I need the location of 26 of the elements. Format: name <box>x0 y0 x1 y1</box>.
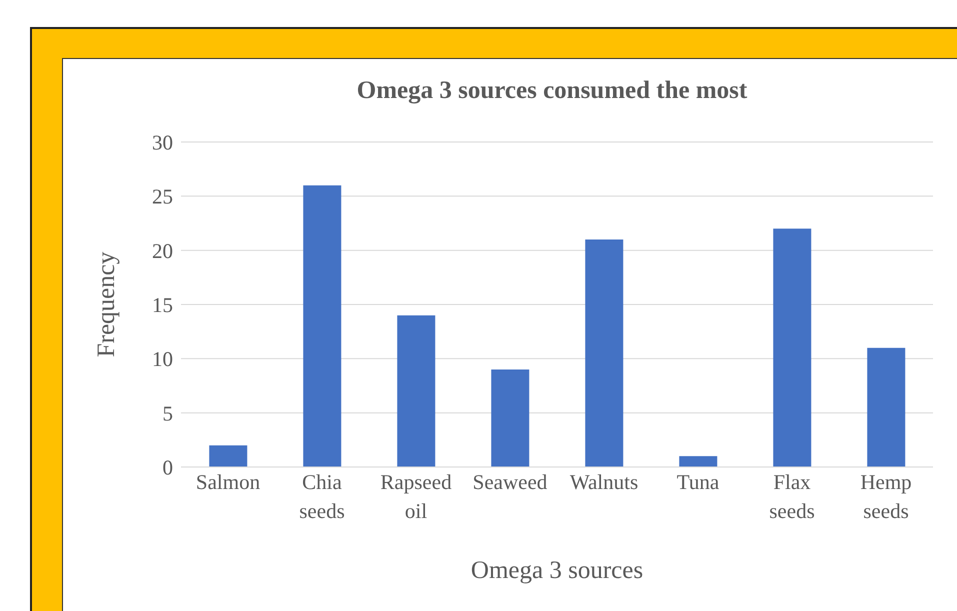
y-tick-label: 20 <box>152 238 173 263</box>
x-tick-label: Walnuts <box>570 470 638 494</box>
bar <box>397 315 436 467</box>
bar <box>491 370 530 467</box>
y-tick-label: 15 <box>152 292 173 317</box>
bar <box>867 348 906 467</box>
x-tick-label: Salmon <box>196 470 261 494</box>
y-tick-label: 0 <box>162 455 173 480</box>
chart-title: Omega 3 sources consumed the most <box>356 77 748 105</box>
y-tick-label: 25 <box>152 184 173 209</box>
bar <box>585 240 624 467</box>
y-axis-title: Frequency <box>92 251 120 358</box>
bar <box>303 185 342 467</box>
x-tick-label: Rapseed oil <box>380 470 452 523</box>
x-tick-label: Tuna <box>676 470 720 494</box>
bar <box>679 456 718 467</box>
x-tick-label: Flax seeds <box>769 470 815 523</box>
x-axis-title: Omega 3 sources <box>470 557 644 585</box>
x-tick-label: Hemp seeds <box>860 470 912 523</box>
y-tick-label: 5 <box>162 401 173 426</box>
y-tick-label: 10 <box>152 347 173 372</box>
x-tick-label: Seaweed <box>472 470 548 494</box>
bar <box>773 228 812 467</box>
bar <box>209 445 248 467</box>
y-tick-label: 30 <box>152 130 173 154</box>
x-tick-label: Chia seeds <box>299 470 345 523</box>
